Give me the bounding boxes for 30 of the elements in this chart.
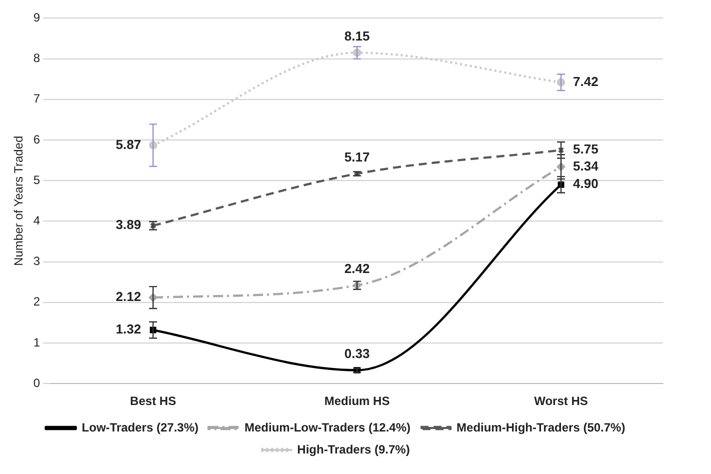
y-tick-label: 4: [33, 214, 40, 228]
y-tick-label: 1: [33, 335, 40, 350]
data-label: 2.42: [344, 260, 370, 276]
y-axis-title: Number of Years Traded: [12, 136, 26, 266]
legend-label: Low-Traders (27.3%): [82, 420, 198, 434]
data-label: 8.15: [344, 28, 370, 44]
y-tick-label: 6: [33, 132, 40, 146]
y-tick-label: 2: [33, 294, 40, 309]
data-label: 4.90: [573, 176, 598, 192]
y-tick-label: 9: [33, 10, 40, 25]
x-tick-label: Medium HS: [324, 394, 390, 408]
y-tick-label: 8: [33, 51, 40, 66]
data-label: 5.75: [573, 142, 598, 157]
x-tick-label: Worst HS: [534, 394, 588, 408]
data-label: 2.12: [116, 289, 142, 304]
y-tick-label: 5: [33, 172, 40, 187]
y-tick-label: 0: [33, 376, 40, 390]
y-tick-label: 7: [33, 92, 40, 106]
data-label: 3.89: [116, 217, 142, 232]
y-tick-label: 3: [33, 254, 40, 268]
data-label: 5.87: [116, 136, 142, 152]
legend-label: High-Traders (9.7%): [297, 442, 410, 456]
data-label: 5.34: [573, 158, 600, 174]
x-tick-label: Best HS: [130, 394, 176, 408]
legend-label: Medium-High-Traders (50.7%): [456, 420, 626, 434]
data-label: 1.32: [116, 322, 142, 337]
data-label: 5.17: [344, 149, 370, 164]
data-label: 7.42: [573, 74, 598, 89]
legend-label: Medium-Low-Traders (12.4%): [244, 420, 411, 434]
data-label: 0.33: [344, 346, 370, 361]
